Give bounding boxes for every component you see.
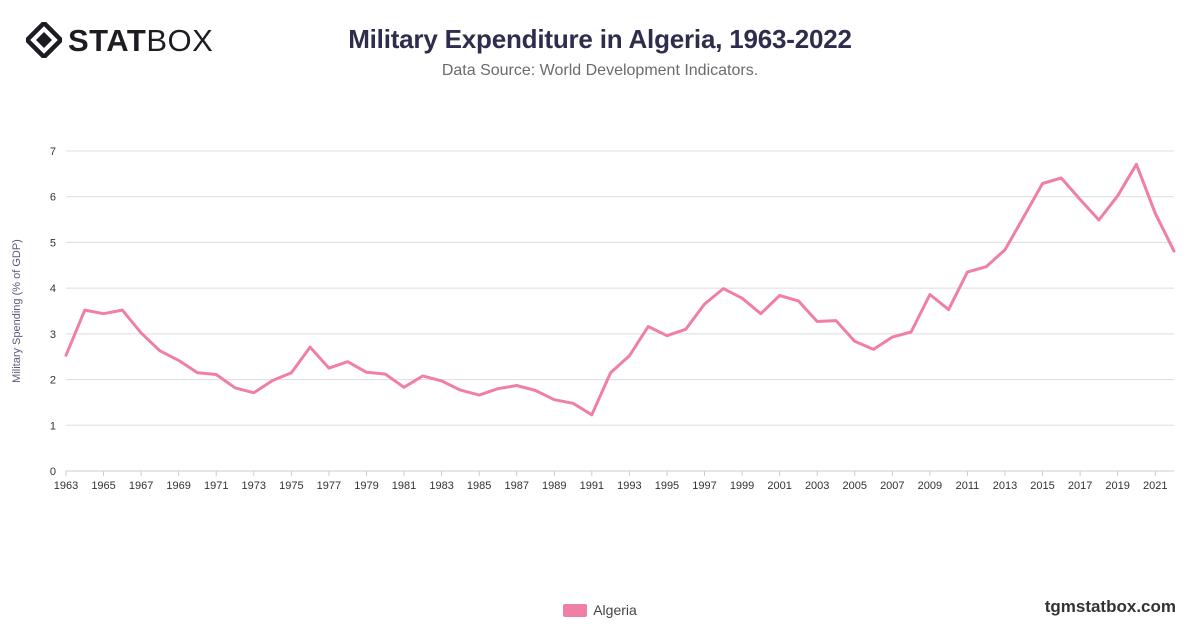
y-tick-label: 7 [50, 146, 56, 158]
y-tick-label: 1 [50, 420, 56, 432]
x-tick-label: 2009 [918, 480, 942, 492]
x-tick-label: 2013 [993, 480, 1017, 492]
x-tick-label: 2001 [767, 480, 791, 492]
statbox-logo: STATBOX [26, 22, 213, 58]
x-tick-label: 2005 [843, 480, 867, 492]
x-tick-label: 1999 [730, 480, 754, 492]
x-tick-label: 1991 [580, 480, 604, 492]
chart-subtitle: Data Source: World Development Indicator… [441, 62, 759, 79]
y-tick-label: 6 [50, 192, 56, 204]
x-tick-label: 2011 [956, 480, 980, 492]
y-tick-label: 4 [50, 283, 56, 295]
x-tick-label: 2017 [1068, 480, 1092, 492]
x-tick-label: 1979 [354, 480, 378, 492]
chart-title: Military Expenditure in Algeria, 1963-20… [348, 24, 852, 54]
y-tick-label: 0 [50, 466, 56, 478]
legend-swatch [563, 603, 588, 617]
diamond-logo-icon [26, 22, 62, 58]
x-tick-label: 1993 [617, 480, 641, 492]
legend-label-algeria: Algeria [593, 602, 637, 618]
x-tick-label: 2003 [805, 480, 829, 492]
x-tick-label: 1985 [467, 480, 491, 492]
x-tick-label: 2019 [1105, 480, 1129, 492]
x-tick-label: 1969 [166, 480, 190, 492]
y-tick-label: 5 [50, 237, 56, 249]
x-tick-label: 1987 [504, 480, 528, 492]
x-tick-label: 1997 [692, 480, 716, 492]
x-tick-label: 1995 [655, 480, 679, 492]
x-tick-label: 2007 [880, 480, 904, 492]
x-tick-label: 2021 [1143, 480, 1167, 492]
footer-site-link[interactable]: tgmstatbox.com [1044, 597, 1176, 616]
y-tick-label: 3 [50, 329, 56, 341]
x-tick-label: 1973 [242, 480, 266, 492]
x-tick-label: 1977 [317, 480, 341, 492]
x-tick-label: 1965 [91, 480, 115, 492]
x-tick-label: 1975 [279, 480, 303, 492]
x-tick-label: 1989 [542, 480, 566, 492]
y-tick-label: 2 [50, 375, 56, 387]
x-tick-label: 1971 [204, 480, 228, 492]
series-line-algeria [64, 162, 1176, 417]
x-tick-label: 1983 [429, 480, 453, 492]
x-tick-label: 2015 [1030, 480, 1054, 492]
y-axis-title: Military Spending (% of GDP) [11, 239, 23, 383]
logo-text-bold: STAT [68, 22, 147, 58]
x-tick-label: 1963 [54, 480, 78, 492]
x-tick-label: 1967 [129, 480, 153, 492]
logo-text: STATBOX [68, 25, 213, 56]
x-tick-label: 1981 [392, 480, 416, 492]
logo-text-thin: BOX [146, 22, 214, 58]
legend[interactable]: Algeria [0, 602, 1200, 618]
